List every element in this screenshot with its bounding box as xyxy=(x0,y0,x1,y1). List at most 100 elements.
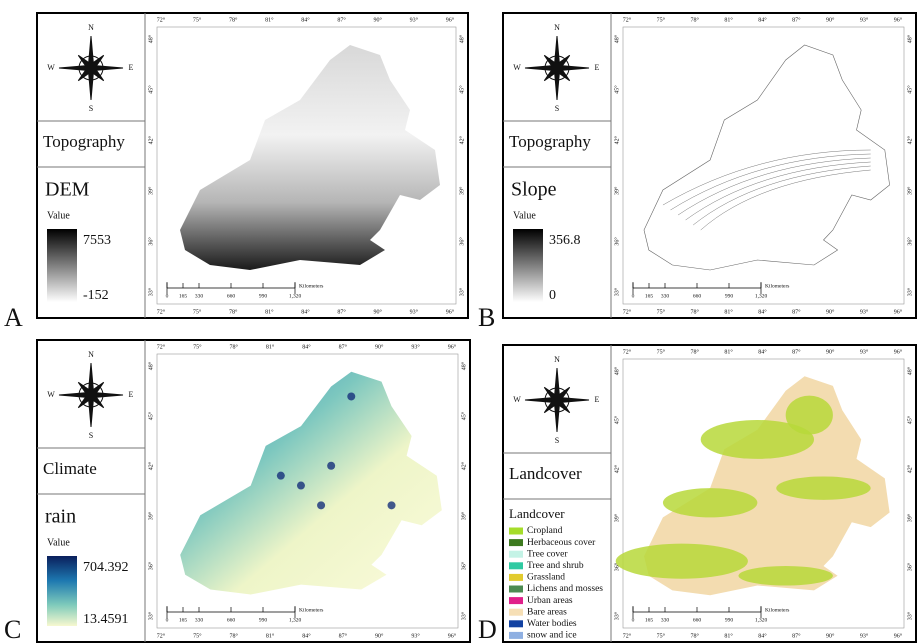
legend-label: Urban areas xyxy=(527,596,573,606)
rain-spot xyxy=(347,392,355,400)
lat-label: 45° xyxy=(613,85,620,94)
lon-label: 87° xyxy=(337,16,346,23)
lon-label: 72° xyxy=(623,16,632,23)
lon-label: 90° xyxy=(826,348,835,355)
scale-label: 330 xyxy=(661,293,670,299)
legend-swatch xyxy=(509,528,523,535)
legend-label: Grassland xyxy=(527,573,565,583)
lon-label: 96° xyxy=(446,16,455,23)
ramp-max: 704.392 xyxy=(83,560,129,575)
scale-unit: Kilometers xyxy=(299,283,323,289)
lat-label: 42° xyxy=(613,464,620,473)
scale-label: 0 xyxy=(632,617,635,623)
scale-label: 1,320 xyxy=(755,293,768,299)
color-ramp xyxy=(513,229,543,302)
legend-swatch xyxy=(509,597,523,604)
scale-label: 990 xyxy=(259,617,268,623)
scale-label: 0 xyxy=(632,293,635,299)
lat-label: 48° xyxy=(147,361,154,370)
lon-label: 72° xyxy=(157,308,166,315)
compass-n: N xyxy=(88,350,94,359)
lat-label: 48° xyxy=(906,34,913,43)
lon-label: 90° xyxy=(826,16,835,23)
lon-label: 87° xyxy=(339,632,348,639)
scale-label: 660 xyxy=(693,293,702,299)
lon-label: 78° xyxy=(691,348,700,355)
lat-label: 48° xyxy=(613,366,620,375)
compass-s: S xyxy=(555,104,559,113)
ramp-min: -152 xyxy=(83,288,109,303)
lon-label: 75° xyxy=(657,632,666,639)
scale-label: 660 xyxy=(227,293,236,299)
legend-swatch xyxy=(509,562,523,569)
lon-label: 84° xyxy=(301,16,310,23)
lon-label: 78° xyxy=(230,343,239,350)
ramp-max: 356.8 xyxy=(549,233,581,248)
scale-label: 165 xyxy=(179,293,188,299)
lon-label: 72° xyxy=(157,632,166,639)
legend-label: Water bodies xyxy=(527,619,577,629)
panel-letter: B xyxy=(478,303,495,332)
lon-label: 87° xyxy=(339,343,348,350)
lon-label: 93° xyxy=(410,16,419,23)
lon-label: 84° xyxy=(758,308,767,315)
cropland-patch xyxy=(663,488,757,517)
lat-label: 39° xyxy=(147,186,154,195)
lon-label: 84° xyxy=(302,632,311,639)
lon-label: 90° xyxy=(826,632,835,639)
legend-title: Value xyxy=(513,210,536,221)
cropland-patch xyxy=(776,476,870,499)
lat-label: 45° xyxy=(147,411,154,420)
lon-label: 78° xyxy=(691,632,700,639)
lat-label: 33° xyxy=(613,611,620,620)
lon-label: 96° xyxy=(446,308,455,315)
compass-n: N xyxy=(88,23,94,32)
layer-title: Slope xyxy=(511,179,557,201)
legend-swatch xyxy=(509,632,523,639)
rain-spot xyxy=(297,482,305,490)
rain-spot xyxy=(277,472,285,480)
lat-label: 39° xyxy=(613,513,620,522)
lat-label: 33° xyxy=(906,287,913,296)
compass-e: E xyxy=(129,390,134,399)
lon-label: 87° xyxy=(792,632,801,639)
layer-title: rain xyxy=(45,506,76,528)
lon-label: 96° xyxy=(894,348,903,355)
lat-label: 36° xyxy=(906,562,913,571)
lon-label: 75° xyxy=(193,16,202,23)
layer-title: DEM xyxy=(45,179,90,201)
compass-w: W xyxy=(47,63,55,72)
lat-label: 45° xyxy=(613,415,620,424)
figure: NSWETopographyDEMValue7553-15272°72°75°7… xyxy=(0,0,917,644)
scale-unit: Kilometers xyxy=(299,607,323,613)
lon-label: 93° xyxy=(411,343,420,350)
lon-label: 75° xyxy=(657,16,666,23)
legend-swatch xyxy=(509,574,523,581)
compass-n: N xyxy=(554,355,560,364)
lon-label: 87° xyxy=(792,16,801,23)
lon-label: 96° xyxy=(448,343,457,350)
lat-label: 33° xyxy=(458,287,465,296)
lon-label: 81° xyxy=(724,632,733,639)
scale-label: 1,320 xyxy=(289,617,302,623)
legend-title: Landcover xyxy=(509,506,565,521)
scale-label: 990 xyxy=(259,293,268,299)
category-title: Climate xyxy=(43,459,97,478)
lat-label: 42° xyxy=(613,135,620,144)
lat-label: 42° xyxy=(147,461,154,470)
lat-label: 33° xyxy=(460,611,467,620)
color-ramp xyxy=(47,556,77,626)
scale-unit: Kilometers xyxy=(765,283,789,289)
lat-label: 39° xyxy=(147,511,154,520)
lon-label: 72° xyxy=(623,632,632,639)
lat-label: 33° xyxy=(613,287,620,296)
lat-label: 36° xyxy=(906,237,913,246)
lat-label: 36° xyxy=(147,561,154,570)
lon-label: 75° xyxy=(657,348,666,355)
rain-spot xyxy=(317,501,325,509)
lon-label: 81° xyxy=(266,343,275,350)
lat-label: 48° xyxy=(460,361,467,370)
lat-label: 42° xyxy=(147,135,154,144)
lon-label: 75° xyxy=(193,632,202,639)
legend-label: Lichens and mosses xyxy=(527,584,603,594)
